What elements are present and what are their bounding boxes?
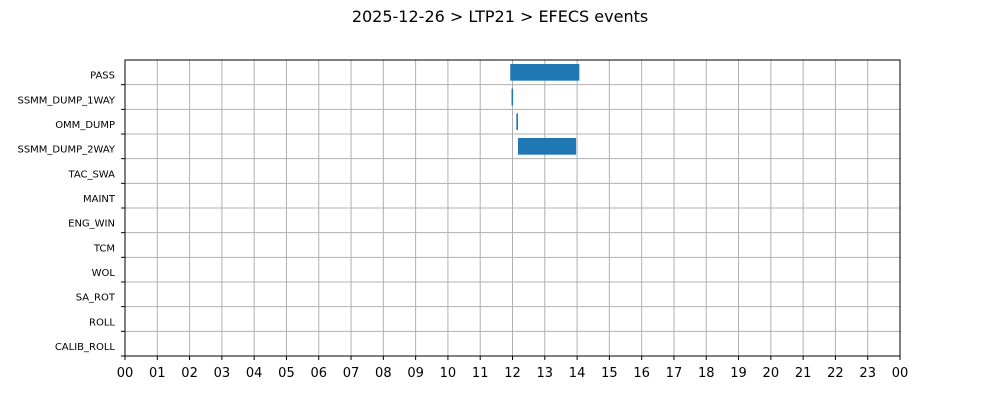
bars-layer <box>510 64 580 155</box>
event-bar-omm-dump <box>516 113 518 130</box>
y-tick-label: OMM_DUMP <box>55 120 115 131</box>
y-tick-label: MAINT <box>83 194 116 205</box>
x-tick-label: 16 <box>633 366 650 381</box>
x-tick-label: 13 <box>537 366 554 381</box>
x-tick-label: 12 <box>504 366 521 381</box>
x-tick-label: 09 <box>407 366 424 381</box>
x-tick-label: 08 <box>375 366 392 381</box>
x-tick-label: 01 <box>149 366 166 381</box>
x-tick-label: 17 <box>666 366 683 381</box>
x-tick-label: 02 <box>181 366 198 381</box>
x-tick-label: 10 <box>440 366 457 381</box>
y-tick-label: WOL <box>92 268 116 279</box>
x-tick-label: 00 <box>892 366 909 381</box>
chart-title: 2025-12-26 > LTP21 > EFECS events <box>352 7 648 26</box>
y-tick-label: TCM <box>93 243 115 254</box>
x-tick-label: 22 <box>827 366 844 381</box>
y-axis-labels: PASS SSMM_DUMP_1WAY OMM_DUMP SSMM_DUMP_2WAY… <box>17 71 115 353</box>
x-tick-label: 15 <box>601 366 618 381</box>
event-bar-ssmm-dump-1way <box>511 88 514 106</box>
x-tick-label: 00 <box>117 366 134 381</box>
y-tick-label: SA_ROT <box>76 293 116 304</box>
x-tick-label: 05 <box>278 366 295 381</box>
y-tick-label: ROLL <box>89 317 115 328</box>
y-tick-label: SSMM_DUMP_1WAY <box>17 95 115 106</box>
x-tick-label: 19 <box>730 366 747 381</box>
x-tick-label: 03 <box>214 366 231 381</box>
x-tick-label: 11 <box>472 366 489 381</box>
grid-layer <box>121 60 901 360</box>
y-tick-label: ENG_WIN <box>68 219 115 230</box>
x-tick-label: 18 <box>698 366 715 381</box>
event-bar-pass <box>510 64 580 81</box>
x-tick-label: 23 <box>859 366 876 381</box>
y-tick-label: PASS <box>90 71 115 82</box>
x-tick-label: 04 <box>246 366 263 381</box>
x-axis-labels: 00 01 02 03 04 05 06 07 08 09 10 11 12 13 14 15 16 17 18 19… <box>117 366 909 381</box>
y-tick-label: TAC_SWA <box>67 169 115 180</box>
x-tick-label: 07 <box>343 366 360 381</box>
event-bar-ssmm-dump-2way <box>517 138 577 155</box>
x-tick-label: 06 <box>310 366 327 381</box>
y-tick-label: SSMM_DUMP_2WAY <box>17 145 115 156</box>
x-tick-label: 20 <box>763 366 780 381</box>
x-tick-label: 14 <box>569 366 586 381</box>
x-tick-label: 21 <box>795 366 812 381</box>
y-tick-label: CALIB_ROLL <box>55 342 116 353</box>
plot-frame <box>124 59 901 357</box>
